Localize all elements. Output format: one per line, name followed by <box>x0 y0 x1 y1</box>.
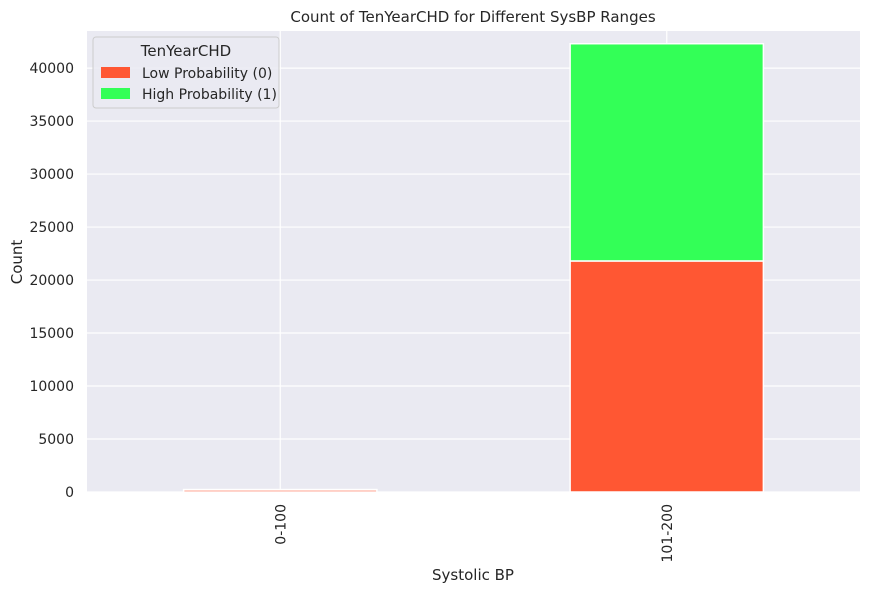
legend-title: TenYearCHD <box>140 42 231 60</box>
y-tick-label: 0 <box>65 485 74 501</box>
legend-label-low-probability: Low Probability (0) <box>142 66 272 82</box>
bar-low-probability-101-200 <box>569 260 765 493</box>
x-tick-label: 101-200 <box>660 504 676 563</box>
legend: TenYearCHD Low Probability (0) High Proba… <box>92 36 280 109</box>
y-tick-label: 10000 <box>29 379 74 395</box>
y-tick-label: 40000 <box>29 61 74 77</box>
y-tick-label: 5000 <box>38 432 74 448</box>
legend-swatch-high-probability <box>101 88 130 99</box>
legend-label-high-probability: High Probability (1) <box>142 87 277 103</box>
y-tick-label: 35000 <box>29 114 74 130</box>
x-tick-label: 0-100 <box>273 504 289 545</box>
legend-items: Low Probability (0) High Probability (1) <box>101 66 277 103</box>
y-tick-label: 30000 <box>29 167 74 183</box>
y-tick-label: 25000 <box>29 220 74 236</box>
bars <box>182 42 765 493</box>
chart-title: Count of TenYearCHD for Different SysBP … <box>290 8 655 26</box>
y-tick-label: 15000 <box>29 326 74 342</box>
x-tick-labels: 0-100 101-200 <box>273 504 676 563</box>
y-axis-label: Count <box>8 240 26 285</box>
y-tick-labels: 0 5000 10000 15000 20000 25000 30000 35000 40000 <box>29 61 74 501</box>
bar-high-probability-101-200 <box>569 42 765 262</box>
x-axis-label: Systolic BP <box>432 566 514 584</box>
y-tick-label: 20000 <box>29 273 74 289</box>
legend-swatch-low-probability <box>101 67 130 78</box>
legend-box <box>92 36 280 109</box>
